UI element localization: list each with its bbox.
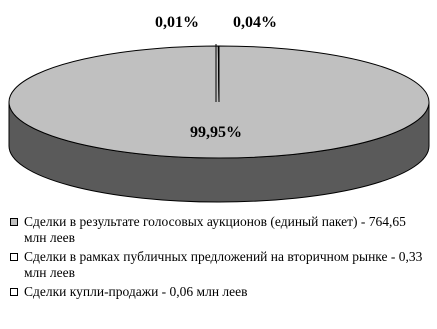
legend-swatch-public-offers: [10, 253, 18, 261]
pie-chart: 0,01% 0,04% 99,95%: [8, 14, 430, 203]
data-label-slice-3: 0,04%: [233, 14, 277, 31]
legend-item-public-offers: Сделки в рамках публичных предложений на…: [10, 249, 430, 281]
legend-swatch-sales: [10, 288, 18, 296]
data-label-slice-2: 0,01%: [155, 14, 199, 31]
legend-label-public-offers: Сделки в рамках публичных предложений на…: [24, 249, 423, 280]
legend-item-sales: Сделки купли-продажи - 0,06 млн леев: [10, 284, 430, 300]
pie-slice-sales: [217, 45, 220, 103]
legend-label-sales: Сделки купли-продажи - 0,06 млн леев: [24, 284, 248, 299]
legend-swatch-auctions: [10, 218, 18, 226]
legend: Сделки в результате голосовых аукционов …: [10, 214, 430, 303]
legend-item-auctions: Сделки в результате голосовых аукционов …: [10, 214, 430, 246]
pie-top: [8, 45, 430, 159]
data-label-slice-1: 99,95%: [190, 124, 242, 141]
legend-label-auctions: Сделки в результате голосовых аукционов …: [24, 214, 406, 245]
